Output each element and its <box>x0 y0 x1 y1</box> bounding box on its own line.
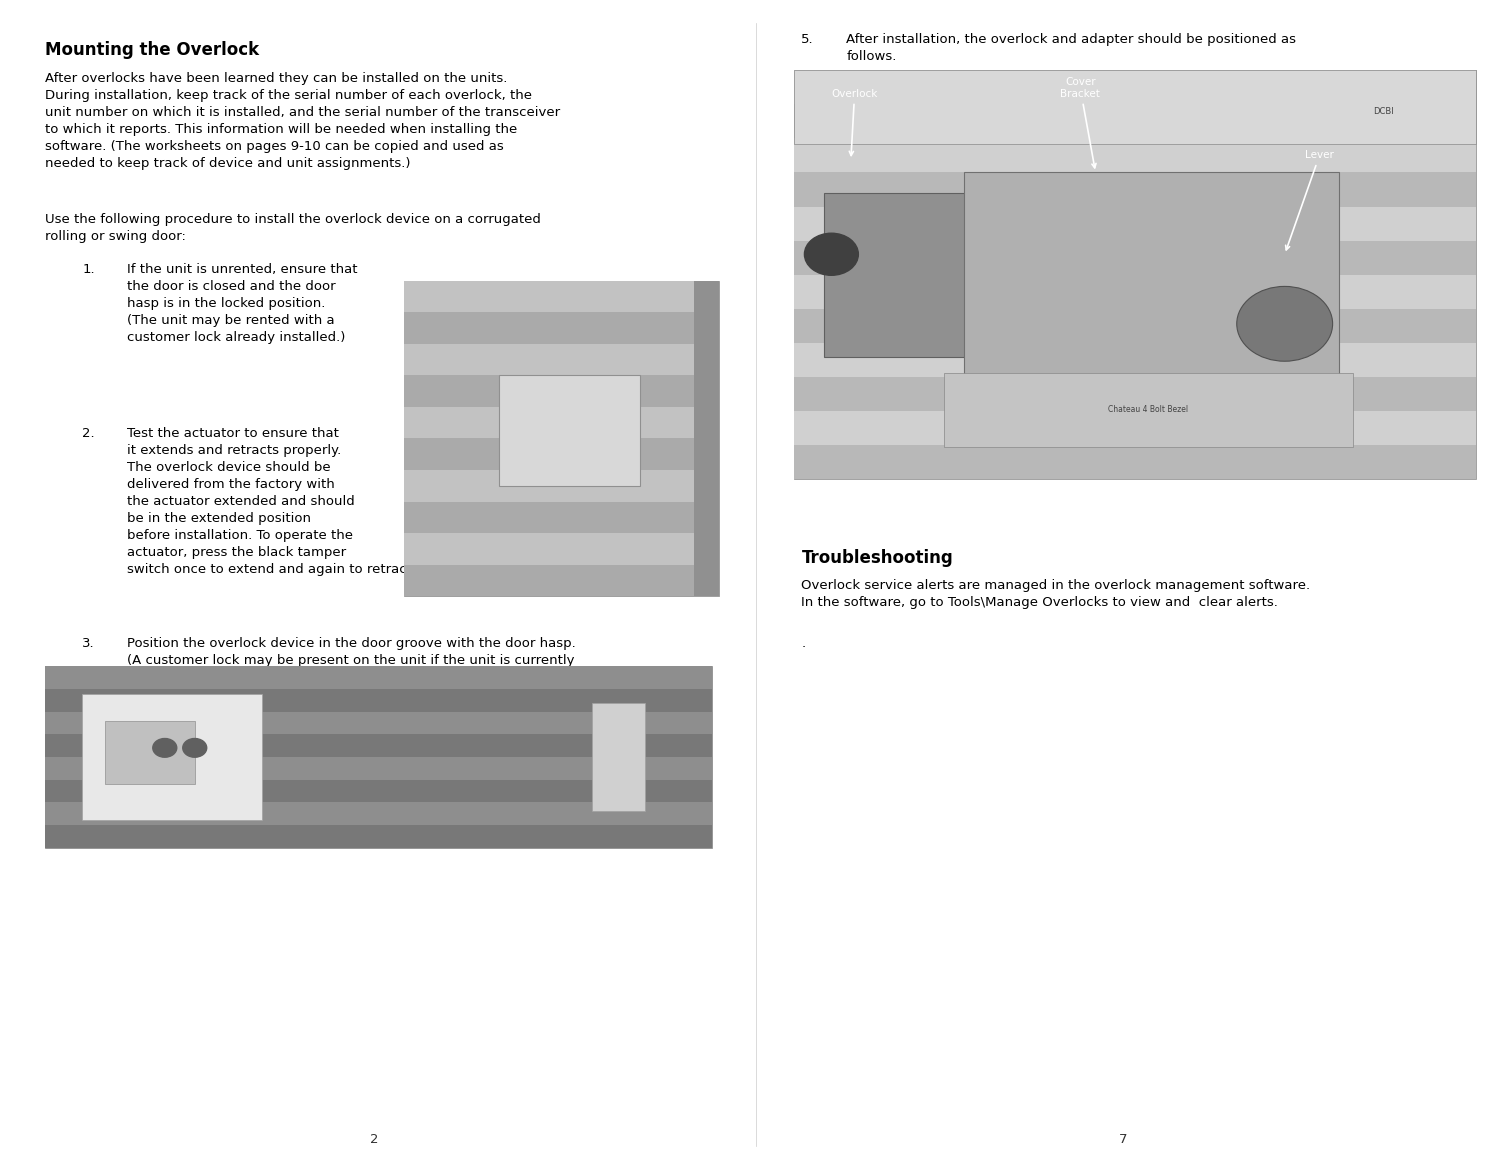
Bar <box>794 70 1476 479</box>
Bar <box>45 802 712 825</box>
Text: 1.: 1. <box>82 263 94 276</box>
Text: 2.: 2. <box>82 427 94 440</box>
Text: Chateau 4 Bolt Bezel: Chateau 4 Bolt Bezel <box>1109 406 1188 414</box>
Bar <box>404 312 719 344</box>
Bar <box>45 825 712 848</box>
Text: Troubleshooting: Troubleshooting <box>801 549 953 567</box>
Text: Position the overlock device in the door groove with the door hasp.
(A customer : Position the overlock device in the door… <box>127 637 577 684</box>
Bar <box>794 70 1476 104</box>
Bar <box>404 281 719 596</box>
Bar <box>404 344 719 375</box>
Text: Overlock: Overlock <box>831 89 878 155</box>
Text: 2: 2 <box>370 1133 379 1146</box>
Bar <box>794 445 1476 479</box>
Bar <box>45 712 712 734</box>
Bar <box>694 281 719 596</box>
Text: After overlocks have been learned they can be installed on the units.
During ins: After overlocks have been learned they c… <box>45 72 560 171</box>
Text: If the unit is unrented, ensure that
the door is closed and the door
hasp is in : If the unit is unrented, ensure that the… <box>127 263 358 344</box>
Bar <box>404 565 719 596</box>
Bar <box>404 502 719 533</box>
Text: .: . <box>801 637 806 650</box>
Circle shape <box>804 234 858 276</box>
Bar <box>794 241 1476 275</box>
Bar <box>794 309 1476 343</box>
Bar <box>45 780 712 802</box>
Circle shape <box>1237 286 1333 361</box>
Bar <box>794 207 1476 241</box>
Text: 5.: 5. <box>801 33 813 46</box>
Bar <box>45 666 712 689</box>
Bar <box>794 173 1476 207</box>
Bar <box>824 193 1004 357</box>
Bar <box>794 343 1476 378</box>
Bar <box>794 104 1476 138</box>
Bar <box>82 693 262 821</box>
Circle shape <box>183 739 207 758</box>
Text: Use the following procedure to install the overlock device on a corrugated
rolli: Use the following procedure to install t… <box>45 213 541 243</box>
Text: Lever: Lever <box>1285 150 1335 250</box>
Bar <box>404 438 719 470</box>
Bar <box>944 373 1353 447</box>
Bar <box>592 703 644 811</box>
Circle shape <box>153 739 177 758</box>
Text: After installation, the overlock and adapter should be positioned as
follows.: After installation, the overlock and ada… <box>846 33 1296 63</box>
Text: Mounting the Overlock: Mounting the Overlock <box>45 41 259 58</box>
Text: 7: 7 <box>1119 1133 1128 1146</box>
Text: 3.: 3. <box>82 637 94 650</box>
Text: Test the actuator to ensure that
it extends and retracts properly.
The overlock : Test the actuator to ensure that it exte… <box>127 427 416 575</box>
Bar <box>404 533 719 565</box>
Bar <box>965 173 1339 378</box>
Bar <box>794 70 1476 144</box>
Bar <box>794 275 1476 309</box>
Bar <box>404 375 719 407</box>
Text: Overlock service alerts are managed in the overlock management software.
In the : Overlock service alerts are managed in t… <box>801 579 1311 609</box>
Bar <box>404 470 719 502</box>
Bar <box>499 375 641 486</box>
Bar <box>794 378 1476 411</box>
Text: DCBI: DCBI <box>1374 106 1393 116</box>
Bar <box>105 720 195 784</box>
Bar <box>404 407 719 438</box>
Bar <box>794 138 1476 173</box>
Bar <box>45 666 712 848</box>
Bar <box>404 281 719 312</box>
Bar <box>794 411 1476 445</box>
Bar <box>45 758 712 780</box>
Text: Cover
Bracket: Cover Bracket <box>1061 77 1100 168</box>
Bar <box>45 689 712 712</box>
Bar <box>45 734 712 758</box>
